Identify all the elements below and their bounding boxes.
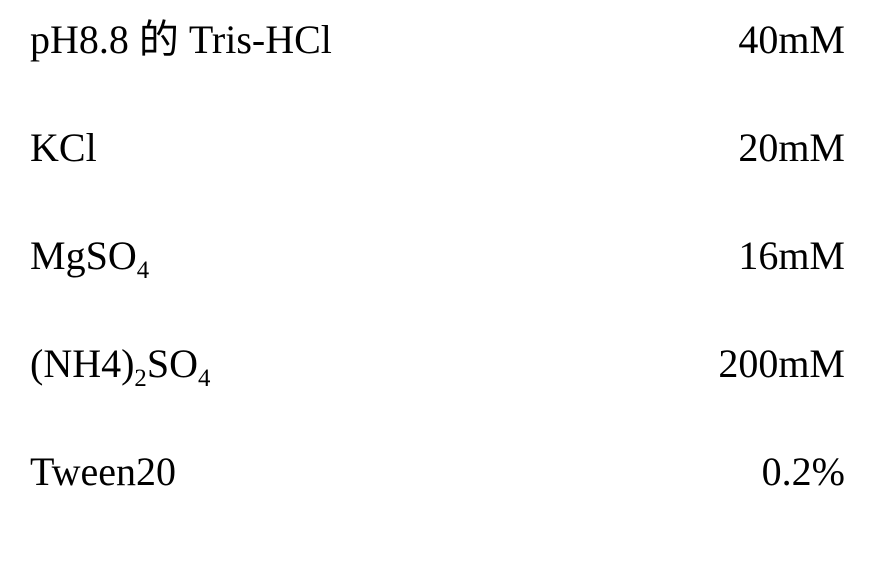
row-tris-hcl: pH8.8 的 Tris-HCl 40mM <box>30 20 845 128</box>
reagent-value: 200mM <box>718 344 845 384</box>
reagent-list: pH8.8 的 Tris-HCl 40mM KCl 20mM MgSO4 16m… <box>0 0 885 583</box>
reagent-name: (NH4)2SO4 <box>30 344 210 384</box>
reagent-value: 16mM <box>738 236 845 276</box>
row-tween20: Tween20 0.2% <box>30 452 845 560</box>
row-mgso4: MgSO4 16mM <box>30 236 845 344</box>
reagent-name: MgSO4 <box>30 236 149 276</box>
row-kcl: KCl 20mM <box>30 128 845 236</box>
reagent-value: 40mM <box>738 20 845 60</box>
reagent-name: Tween20 <box>30 452 176 492</box>
reagent-value: 20mM <box>738 128 845 168</box>
row-nh4-2so4: (NH4)2SO4 200mM <box>30 344 845 452</box>
reagent-name: KCl <box>30 128 97 168</box>
reagent-name: pH8.8 的 Tris-HCl <box>30 20 332 60</box>
reagent-value: 0.2% <box>762 452 845 492</box>
